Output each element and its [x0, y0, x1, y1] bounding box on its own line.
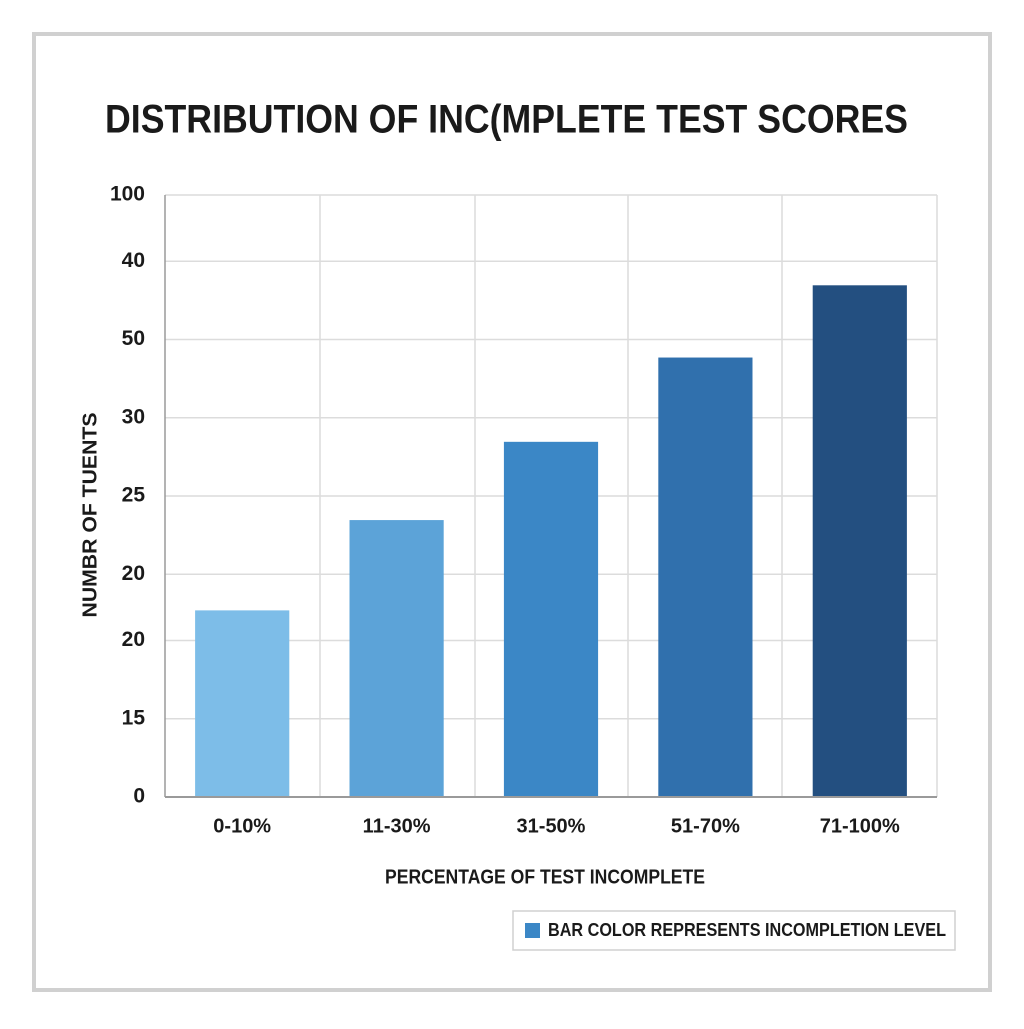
bar — [658, 357, 753, 797]
legend-box — [512, 910, 956, 951]
y-tick-label: 30 — [122, 405, 145, 428]
x-axis-label: PERCENTAGE OF TEST INCOMPLETE — [385, 866, 705, 888]
chart-title: DISTRIBUTION OF INC(MPLETE TEST SCORES — [105, 98, 908, 142]
y-tick-label: 50 — [122, 327, 145, 350]
x-tick-label: 11-30% — [363, 815, 431, 837]
y-tick-label: 20 — [122, 628, 145, 651]
x-tick-label: 51-70% — [671, 815, 740, 837]
y-tick-label: 0 — [133, 785, 145, 808]
bar — [812, 285, 907, 797]
y-tick-label: 100 — [110, 183, 145, 206]
y-tick-label: 25 — [122, 484, 146, 507]
x-tick-label: 71-100% — [820, 815, 900, 837]
x-tick-label: 0-10% — [213, 815, 271, 837]
y-tick-label: 40 — [122, 249, 145, 272]
x-tick-label: 31-50% — [517, 815, 586, 837]
y-tick-label: 15 — [122, 706, 146, 729]
y-tick-label: 20 — [122, 562, 145, 585]
y-axis-label: NUMBR OF TUENTS — [79, 413, 101, 618]
bar — [349, 520, 444, 797]
legend-text: BAR COLOR REPRESENTS INCOMPLETION LEVEL — [548, 920, 946, 940]
bar — [503, 441, 599, 797]
legend-swatch — [525, 923, 540, 938]
bar — [195, 610, 290, 797]
